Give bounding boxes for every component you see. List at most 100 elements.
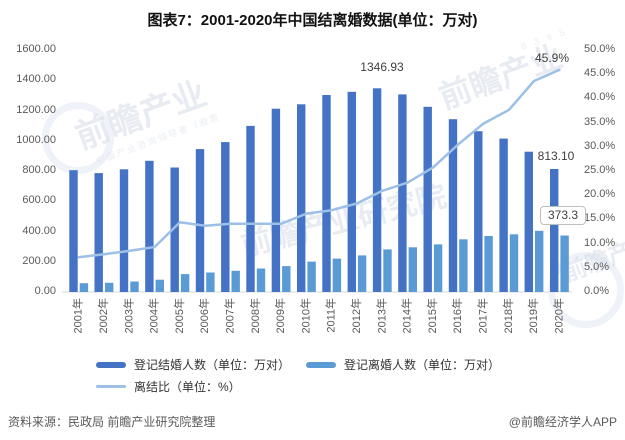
- y-axis-label-left: 1000.00: [16, 133, 56, 146]
- bar-divorce-2003年: [130, 281, 139, 292]
- y-axis-label-right: 20.0%: [584, 188, 616, 201]
- x-axis-label: 2020年: [551, 298, 565, 333]
- y-axis-label-left: 1600.00: [16, 43, 56, 55]
- bar-divorce-2004年: [155, 279, 164, 292]
- y-axis-label-right: 0.0%: [584, 285, 610, 297]
- bar-divorce-2012年: [357, 255, 367, 292]
- legend-label-ratio: 离结比（单位：%）: [134, 380, 241, 394]
- y-axis-label-left: 0.00: [34, 285, 56, 297]
- x-axis-label: 2017年: [475, 298, 489, 333]
- legend-item-marriage: 登记结婚人数（单位：万对）: [96, 356, 290, 373]
- source-text: 资料来源：民政局 前瞻产业研究院整理: [8, 415, 216, 429]
- x-axis-label: 2010年: [298, 298, 312, 333]
- legend-label-marriage: 登记结婚人数（单位：万对）: [134, 358, 291, 372]
- legend-label-divorce: 登记离婚人数（单位：万对）: [344, 358, 501, 372]
- y-axis-label-right: 5.0%: [584, 260, 610, 273]
- bar-marriage-2012年: [347, 91, 356, 292]
- x-axis-label: 2015年: [425, 298, 439, 333]
- bar-marriage-2009年: [271, 108, 281, 292]
- bar-marriage-2004年: [145, 160, 154, 292]
- bar-marriage-2013年: [372, 88, 382, 292]
- x-axis-label: 2003年: [121, 298, 135, 333]
- brand-credit: @前瞻经济学人APP: [508, 415, 617, 429]
- data-label-marriage-2013: 1346.93: [360, 60, 404, 74]
- bar-divorce-2020年: [560, 235, 569, 292]
- bar-marriage-2008年: [246, 125, 255, 293]
- bar-divorce-2019年: [535, 230, 544, 292]
- y-axis-label-right: 25.0%: [584, 164, 616, 176]
- bar-divorce-2013年: [383, 249, 392, 292]
- data-label-marriage-2020: 813.10: [537, 149, 575, 163]
- bar-divorce-2010年: [307, 261, 316, 292]
- y-axis-label-right: 45.0%: [584, 67, 616, 80]
- y-axis-label-left: 800.00: [22, 164, 56, 176]
- bar-marriage-2010年: [297, 104, 306, 292]
- legend-row-1: 登记结婚人数（单位：万对） 登记离婚人数（单位：万对）: [96, 356, 516, 373]
- bar-divorce-2009年: [282, 266, 291, 292]
- bar-marriage-2017年: [474, 131, 483, 292]
- bar-marriage-2003年: [119, 169, 129, 292]
- bar-marriage-2016年: [448, 119, 458, 292]
- bar-divorce-2008年: [256, 268, 266, 292]
- legend-item-ratio: 离结比（单位：%）: [96, 378, 241, 395]
- bar-marriage-2006年: [195, 149, 205, 292]
- chart-title: 图表7：2001-2020年中国结离婚数据(单位：万对): [147, 12, 478, 29]
- x-axis-label: 2007年: [223, 298, 237, 333]
- bar-marriage-2007年: [221, 142, 230, 292]
- legend-swatch-divorce: [306, 361, 337, 368]
- bar-marriage-2018年: [499, 138, 508, 292]
- x-axis-label: 2019年: [526, 298, 540, 333]
- y-axis-label-left: 1200.00: [16, 103, 56, 116]
- bar-marriage-2001年: [69, 170, 78, 292]
- y-axis-label-right: 50.0%: [584, 43, 616, 55]
- bar-divorce-2017年: [484, 236, 493, 292]
- x-axis-label: 2008年: [248, 298, 262, 333]
- bar-divorce-2018年: [509, 234, 519, 292]
- y-axis-label-right: 10.0%: [584, 236, 616, 249]
- x-axis-label: 2012年: [349, 298, 363, 333]
- x-axis-label: 2002年: [96, 298, 110, 333]
- x-axis-label: 2014年: [400, 298, 414, 333]
- bar-divorce-2014年: [408, 247, 417, 292]
- ratio-line: [77, 68, 561, 259]
- legend-swatch-ratio: [96, 385, 126, 388]
- y-axis-label-left: 600.00: [22, 194, 56, 207]
- y-axis-label-left: 1400.00: [16, 73, 56, 86]
- bar-divorce-2015年: [433, 244, 443, 292]
- bar-marriage-2020年: [550, 169, 559, 292]
- bar-marriage-2005年: [170, 167, 179, 292]
- bar-divorce-2001年: [79, 283, 89, 292]
- x-axis-label: 2009年: [273, 298, 287, 333]
- y-axis-label-right: 30.0%: [584, 139, 616, 152]
- bar-divorce-2006年: [206, 272, 215, 292]
- y-axis-label-right: 15.0%: [584, 212, 616, 225]
- bar-marriage-2002年: [94, 173, 103, 292]
- bar-marriage-2015年: [423, 106, 432, 292]
- bar-divorce-2016年: [459, 239, 468, 292]
- x-axis-label: 2004年: [147, 298, 161, 333]
- legend-row-2: 离结比（单位：%）: [96, 378, 257, 395]
- y-axis-label-right: 40.0%: [584, 91, 616, 104]
- y-axis-label-left: 200.00: [22, 254, 56, 267]
- data-label-ratio-2020: 45.9%: [534, 51, 570, 65]
- x-axis-label: 2006年: [197, 298, 211, 333]
- x-axis-label: 2001年: [71, 298, 85, 333]
- x-axis-label: 2013年: [374, 298, 388, 333]
- y-axis-label-left: 400.00: [22, 224, 56, 237]
- x-axis-label: 2018年: [501, 298, 515, 333]
- bar-divorce-2007年: [231, 270, 240, 292]
- bar-divorce-2011年: [332, 258, 342, 292]
- x-axis-label: 2005年: [172, 298, 186, 333]
- bar-marriage-2019年: [524, 151, 533, 292]
- bar-divorce-2005年: [180, 274, 190, 292]
- x-axis-label: 2016年: [450, 298, 464, 333]
- bar-marriage-2011年: [322, 95, 331, 292]
- bar-divorce-2002年: [105, 282, 114, 292]
- data-label-divorce-2020: 373.3: [540, 206, 587, 225]
- y-axis-label-right: 35.0%: [584, 115, 616, 128]
- bar-marriage-2014年: [398, 94, 407, 293]
- legend-swatch-marriage: [96, 361, 126, 368]
- legend-item-divorce: 登记离婚人数（单位：万对）: [306, 356, 500, 373]
